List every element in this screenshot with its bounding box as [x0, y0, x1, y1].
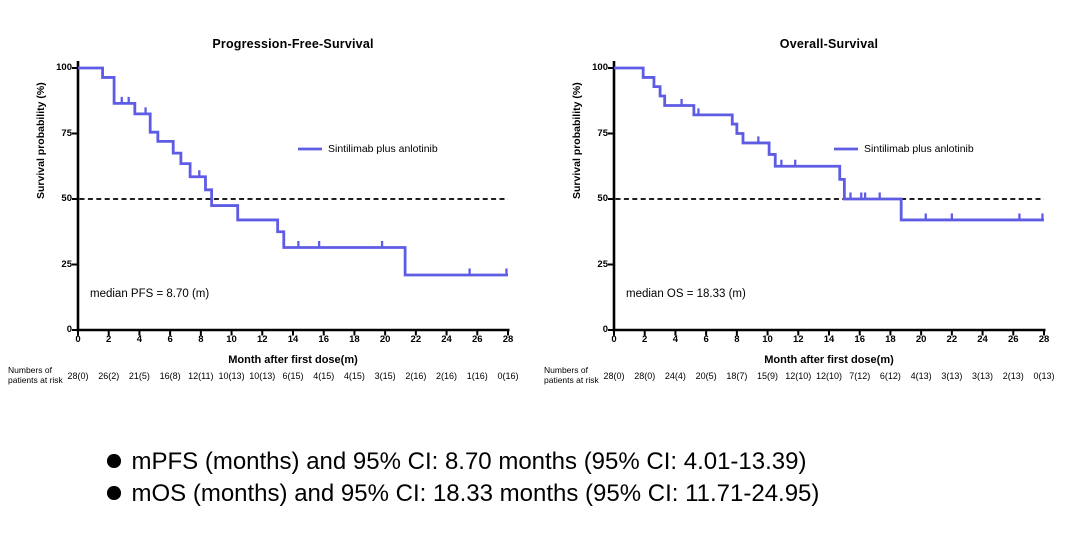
- x-tick-label: 0: [611, 334, 617, 345]
- x-tick-label: 2: [642, 334, 648, 345]
- y-tick-label: 75: [61, 127, 72, 139]
- pfs-plot-svg: [72, 61, 510, 336]
- y-tick-label: 100: [592, 62, 608, 73]
- y-tick-label: 75: [597, 127, 608, 139]
- x-tick-label: 8: [734, 334, 740, 345]
- bullet-text: mPFS (months) and 95% CI: 8.70 months (9…: [131, 448, 807, 475]
- x-tick-label: 28: [1038, 334, 1050, 345]
- at-risk-value: 4(15): [313, 371, 335, 381]
- summary-bullets: mPFS (months) and 95% CI: 8.70 months (9…: [107, 446, 819, 510]
- x-tick-label: 10: [762, 334, 773, 345]
- bullet-dot-icon: [107, 486, 121, 500]
- y-tick-label: 0: [602, 324, 608, 335]
- x-tick-label: 6: [167, 334, 173, 345]
- x-tick-label: 20: [915, 334, 927, 345]
- x-axis-label: Month after first dose(m): [764, 354, 894, 366]
- at-risk-value: 12(10): [785, 371, 812, 381]
- at-risk-value: 6(15): [282, 371, 304, 381]
- at-risk-value: 6(12): [879, 371, 901, 381]
- at-risk-value: 3(13): [972, 371, 994, 381]
- at-risk-value: 15(9): [757, 371, 779, 381]
- km-curve: [78, 66, 508, 277]
- at-risk-value: 24(4): [664, 371, 686, 381]
- at-risk-value: 2(16): [405, 371, 427, 381]
- at-risk-value: 21(5): [128, 371, 150, 381]
- at-risk-value: 12(11): [188, 371, 214, 381]
- x-tick-label: 12: [792, 334, 804, 345]
- y-tick-label: 25: [597, 258, 608, 270]
- pfs-chart: Progression-Free-Survival Survival proba…: [0, 0, 545, 400]
- y-tick-label: 100: [56, 62, 72, 73]
- at-risk-value: 18(7): [726, 371, 748, 381]
- x-tick-label: 22: [946, 334, 958, 345]
- at-risk-value: 0(16): [497, 371, 519, 381]
- legend-label: Sintilimab plus anlotinib: [864, 143, 974, 155]
- median-annotation: median PFS = 8.70 (m): [90, 288, 210, 300]
- x-tick-label: 10: [226, 334, 237, 345]
- x-tick-label: 20: [379, 334, 391, 345]
- bullet-dot-icon: [107, 454, 121, 468]
- at-risk-value: 16(8): [159, 371, 181, 381]
- at-risk-row-label: Numbers of patients at risk: [544, 365, 599, 385]
- x-tick-label: 16: [318, 334, 329, 345]
- at-risk-value: 12(10): [815, 371, 842, 381]
- os-plot-svg: [608, 61, 1046, 336]
- at-risk-value: 28(0): [603, 371, 625, 381]
- x-tick-label: 18: [349, 334, 360, 345]
- y-tick-label: 0: [66, 324, 72, 335]
- x-tick-label: 12: [256, 334, 268, 345]
- at-risk-value: 3(15): [374, 371, 396, 381]
- at-risk-value: 26(2): [98, 371, 120, 381]
- at-risk-value: 2(16): [436, 371, 458, 381]
- x-tick-label: 18: [885, 334, 896, 345]
- x-tick-label: 26: [471, 334, 483, 345]
- x-tick-label: 14: [823, 334, 835, 345]
- x-tick-label: 0: [75, 334, 81, 345]
- bullet-item-mpfs: mPFS (months) and 95% CI: 8.70 months (9…: [107, 446, 819, 478]
- at-risk-value: 7(12): [849, 371, 871, 381]
- x-axis-label: Month after first dose(m): [228, 354, 358, 366]
- x-tick-label: 26: [1007, 334, 1019, 345]
- at-risk-value: 10(13): [218, 371, 245, 381]
- y-tick-label: 50: [61, 193, 72, 204]
- at-risk-value: 3(13): [941, 371, 963, 381]
- at-risk-value: 28(0): [67, 371, 89, 381]
- at-risk-value: 4(13): [910, 371, 932, 381]
- x-tick-label: 4: [672, 334, 679, 345]
- chart-title: Overall-Survival: [779, 37, 879, 51]
- at-risk-value: 2(13): [1002, 371, 1024, 381]
- x-tick-label: 14: [287, 334, 299, 345]
- os-chart: Overall-Survival Survival probability (%…: [536, 0, 1080, 400]
- x-tick-label: 4: [136, 334, 143, 345]
- x-tick-label: 24: [977, 334, 988, 345]
- y-tick-label: 25: [61, 258, 72, 270]
- x-tick-label: 24: [441, 334, 452, 345]
- x-tick-label: 8: [198, 334, 204, 345]
- x-tick-label: 28: [502, 334, 514, 345]
- chart-title: Progression-Free-Survival: [212, 37, 374, 51]
- x-tick-label: 2: [106, 334, 112, 345]
- y-tick-label: 50: [597, 193, 608, 204]
- at-risk-value: 1(16): [466, 371, 488, 381]
- at-risk-value: 0(13): [1033, 371, 1055, 381]
- at-risk-value: 28(0): [634, 371, 656, 381]
- km-curve: [614, 66, 1044, 222]
- bullet-item-mos: mOS (months) and 95% CI: 18.33 months (9…: [107, 478, 819, 510]
- at-risk-value: 10(13): [249, 371, 276, 381]
- median-annotation: median OS = 18.33 (m): [626, 288, 746, 300]
- at-risk-row-label: Numbers of patients at risk: [8, 365, 63, 385]
- x-tick-label: 22: [410, 334, 422, 345]
- bullet-text: mOS (months) and 95% CI: 18.33 months (9…: [131, 480, 820, 507]
- legend-label: Sintilimab plus anlotinib: [328, 143, 438, 155]
- at-risk-value: 20(5): [695, 371, 717, 381]
- at-risk-value: 4(15): [343, 371, 365, 381]
- x-tick-label: 16: [854, 334, 865, 345]
- x-tick-label: 6: [703, 334, 709, 345]
